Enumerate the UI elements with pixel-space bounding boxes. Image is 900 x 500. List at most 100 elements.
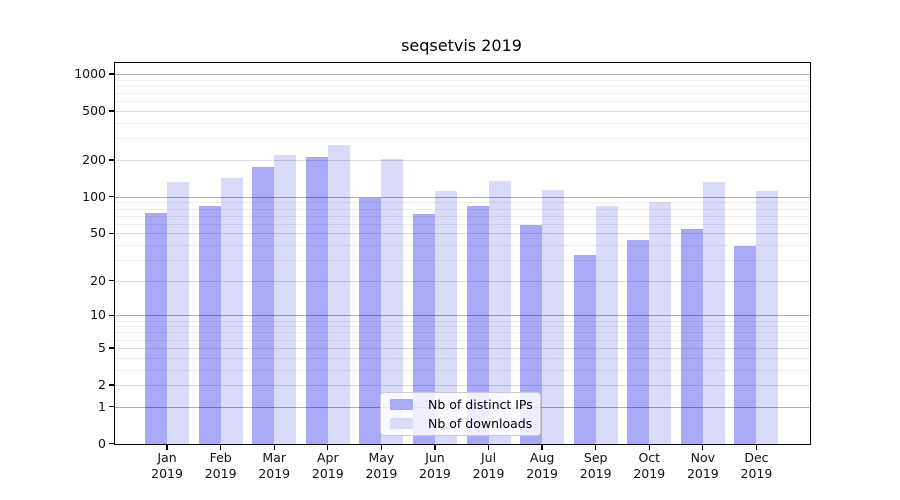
bar-downloads-aug — [542, 190, 565, 444]
bar-downloads-feb — [220, 178, 243, 444]
x-tick-month: Aug — [529, 450, 555, 465]
x-axis-tick — [595, 445, 597, 450]
x-tick-year: 2019 — [740, 466, 773, 481]
x-tick-year: 2019 — [258, 466, 291, 481]
y-tick-label: 2 — [98, 376, 106, 392]
x-tick-month: Dec — [744, 450, 769, 465]
x-tick-year: 2019 — [526, 466, 559, 481]
bar-downloads-sep — [595, 205, 618, 444]
x-tick-label: Jun 2019 — [403, 450, 467, 482]
y-tick-label: 50 — [90, 225, 106, 241]
bar-downloads-jan — [167, 181, 190, 444]
x-axis-tick — [273, 445, 275, 450]
gridline-minor — [113, 93, 810, 94]
x-tick-month: Oct — [638, 450, 661, 465]
x-axis-tick — [648, 445, 650, 450]
x-tick-year: 2019 — [633, 466, 666, 481]
x-tick-label: Jul 2019 — [457, 450, 521, 482]
legend-label-distinct-ips: Nb of distinct IPs — [428, 397, 533, 412]
gridline-minor — [113, 339, 810, 341]
x-tick-month: Feb — [209, 450, 232, 465]
gridline-mid — [113, 159, 810, 161]
legend-label-downloads: Nb of downloads — [428, 416, 533, 431]
gridline-mid — [113, 233, 810, 235]
x-axis-tick — [702, 445, 704, 450]
x-tick-label: Dec 2019 — [724, 450, 788, 482]
y-tick-label: 100 — [82, 188, 106, 204]
legend-swatch-distinct-ips — [390, 399, 413, 410]
x-axis-tick — [487, 445, 490, 450]
bar-downloads-may — [381, 159, 404, 444]
x-tick-month: Sep — [583, 450, 608, 465]
y-axis-tick — [109, 443, 114, 445]
y-tick-label: 200 — [82, 151, 106, 167]
gridline-minor — [113, 101, 810, 103]
y-axis-tick — [109, 159, 114, 161]
x-tick-label: Mar 2019 — [242, 450, 306, 482]
y-tick-label: 1000 — [74, 65, 106, 81]
y-axis-tick — [109, 73, 114, 75]
chart-title: seqsetvis 2019 — [401, 36, 522, 55]
bar-distinct-ips-apr — [305, 156, 328, 444]
gridline-minor — [113, 215, 810, 217]
gridline-minor — [113, 332, 810, 334]
x-tick-year: 2019 — [204, 466, 237, 481]
x-tick-month: Jul — [480, 450, 497, 465]
y-axis-tick — [109, 314, 114, 317]
bar-distinct-ips-feb — [198, 205, 221, 444]
y-axis-tick — [109, 384, 114, 386]
bar-distinct-ips-jun — [412, 214, 435, 444]
y-axis-tick — [109, 406, 114, 408]
x-axis-tick — [327, 445, 329, 450]
gridline-minor — [113, 202, 810, 204]
y-axis-tick — [109, 280, 114, 282]
x-tick-month: Jun — [425, 450, 445, 465]
gridline-major — [113, 315, 810, 317]
x-tick-month: Apr — [316, 450, 339, 465]
x-tick-label: May 2019 — [349, 450, 413, 482]
x-axis-tick — [166, 445, 168, 450]
legend-item-distinct-ips: Nb of distinct IPs — [381, 397, 540, 412]
gridline-minor — [113, 138, 810, 140]
x-axis-tick — [434, 445, 436, 450]
legend-swatch-downloads — [390, 418, 413, 429]
x-tick-year: 2019 — [311, 466, 344, 481]
y-axis-tick — [109, 232, 114, 234]
x-tick-month: May — [368, 450, 395, 465]
y-tick-label: 5 — [98, 339, 106, 355]
x-tick-label: Aug 2019 — [510, 450, 574, 482]
bar-distinct-ips-oct — [627, 240, 650, 444]
x-tick-month: Mar — [262, 450, 287, 465]
gridline-minor — [113, 320, 810, 322]
bar-distinct-ips-mar — [252, 167, 275, 444]
x-axis-tick — [755, 445, 758, 450]
x-tick-year: 2019 — [686, 466, 719, 481]
x-axis-tick — [541, 445, 543, 450]
y-tick-label: 500 — [82, 102, 106, 118]
bar-distinct-ips-may — [359, 198, 382, 444]
x-tick-year: 2019 — [472, 466, 505, 481]
bar-downloads-apr — [327, 145, 350, 444]
gridline-minor — [113, 122, 810, 124]
y-axis-tick — [109, 196, 114, 198]
gridline-mid — [113, 280, 810, 282]
x-tick-month: Jan — [157, 450, 177, 465]
gridline-minor — [113, 244, 810, 246]
bar-distinct-ips-nov — [680, 229, 703, 444]
bar-downloads-mar — [274, 155, 297, 444]
x-tick-label: Feb 2019 — [189, 450, 253, 482]
bar-downloads-oct — [649, 201, 672, 444]
bar-distinct-ips-aug — [520, 224, 543, 444]
x-tick-label: Nov 2019 — [671, 450, 735, 482]
bar-distinct-ips-sep — [573, 255, 596, 444]
x-axis-tick — [220, 445, 222, 450]
gridline-mid — [113, 384, 810, 386]
bar-downloads-nov — [702, 181, 725, 444]
gridline-minor — [113, 208, 810, 210]
bar-distinct-ips-dec — [734, 246, 757, 444]
y-axis-tick — [109, 110, 114, 112]
y-tick-label: 10 — [90, 307, 106, 323]
gridline-major — [113, 196, 810, 198]
x-tick-month: Nov — [690, 450, 716, 465]
